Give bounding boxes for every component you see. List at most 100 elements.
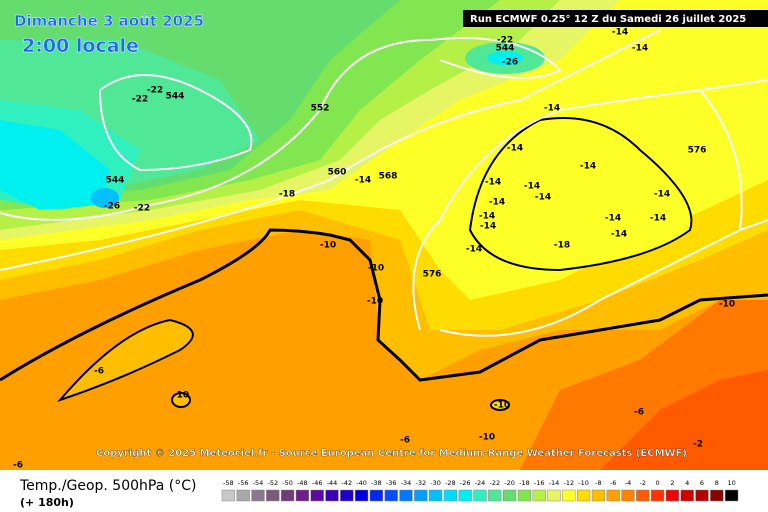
forecast-date: Dimanche 3 août 2025	[14, 12, 204, 30]
map-label: 544	[496, 44, 515, 54]
map-label: -14	[524, 182, 540, 192]
isohypse	[0, 37, 562, 221]
scale-label: -52	[267, 479, 278, 487]
scale-swatch	[665, 489, 680, 502]
scale-label: -24	[475, 479, 486, 487]
map-label: -26	[502, 58, 518, 68]
scale-label: -12	[563, 479, 574, 487]
scale-swatch	[532, 489, 546, 502]
map-label: -14	[611, 230, 627, 240]
map-label: 568	[379, 172, 398, 182]
footer-title: Temp./Geop. 500hPa (°C)	[19, 478, 196, 494]
map-label: -10	[320, 241, 336, 251]
scale-swatch	[606, 489, 620, 502]
scale-swatch	[384, 489, 398, 502]
scale-label: -40	[356, 479, 367, 487]
map-label: -18	[279, 190, 295, 200]
copyright: Copyright © 2025 Meteociel.fr - Source E…	[96, 448, 687, 459]
scale-label: 2	[670, 479, 674, 487]
scale-swatch	[458, 489, 472, 502]
map-label: 544	[106, 176, 125, 186]
map-label: -10	[479, 433, 495, 443]
map-label: -14	[480, 222, 496, 232]
scale-label: -16	[534, 479, 545, 487]
scale-swatch	[221, 489, 236, 502]
scale-label: -50	[282, 479, 293, 487]
isohypse	[439, 219, 768, 337]
map-label: -14	[650, 214, 666, 224]
run-info: Run ECMWF 0.25° 12 Z du Samedi 26 juille…	[470, 14, 746, 25]
scale-label: -54	[253, 479, 264, 487]
map-label: -14	[485, 178, 501, 188]
scale-label: -6	[610, 479, 616, 487]
map-label: -14	[535, 193, 551, 203]
scale-label: -26	[460, 479, 471, 487]
scale-swatch	[562, 489, 576, 502]
map-label: 560	[328, 168, 347, 178]
scale-swatch	[354, 489, 369, 502]
scale-swatch	[710, 489, 724, 502]
scale-swatch	[280, 489, 295, 502]
scale-label: -42	[341, 479, 352, 487]
scale-label: -56	[238, 479, 249, 487]
map-label: -14	[632, 44, 648, 54]
scale-swatch	[428, 489, 443, 502]
scale-swatch	[517, 489, 532, 502]
scale-label: -34	[401, 479, 412, 487]
isotherm-10-island	[171, 392, 191, 408]
scale-swatch	[621, 489, 635, 502]
map-label: 576	[423, 270, 442, 280]
map-label: 552	[311, 104, 330, 114]
map-label: -22	[147, 86, 163, 96]
map-label: 544	[166, 92, 185, 102]
scale-label: -48	[297, 479, 308, 487]
scale-label: 6	[700, 479, 704, 487]
scale-swatch	[695, 489, 709, 502]
scale-label: -20	[504, 479, 515, 487]
scale-label: -36	[386, 479, 397, 487]
scale-label: -2	[640, 479, 646, 487]
isohypse	[699, 89, 743, 231]
scale-swatch	[325, 489, 339, 502]
scale-swatch	[414, 489, 428, 502]
forecast-time: 2:00 locale	[22, 35, 139, 57]
map-label: -14	[605, 214, 621, 224]
map-label: -14	[355, 176, 371, 186]
scale-swatch	[547, 489, 561, 502]
map-label: -14	[612, 28, 628, 38]
map-label: -14	[479, 212, 495, 222]
zone-cyan2	[0, 120, 110, 210]
scale-swatch	[636, 489, 650, 502]
map-label: -22	[497, 36, 513, 46]
scale-swatch	[502, 489, 517, 502]
map-label: -14	[507, 144, 523, 154]
map-label: -14	[580, 162, 596, 172]
footer-lead: (+ 180h)	[20, 496, 74, 509]
zone-cold	[91, 188, 119, 208]
isohypse	[0, 29, 661, 271]
scale-swatch	[724, 489, 739, 502]
scale-label: -4	[625, 479, 631, 487]
color-scale: -58 -56 -54 -52 -50 -48 -46 -44 -42 -40 -38 -36 -34-…	[221, 479, 739, 502]
map-label: -10	[719, 300, 735, 310]
map-label: -22	[134, 204, 150, 214]
scale-label: 0	[656, 479, 660, 487]
scale-swatch	[369, 489, 384, 502]
map-label: -14	[544, 104, 560, 114]
scale-swatch	[488, 489, 502, 502]
scale-swatch	[680, 489, 694, 502]
scale-label: -32	[415, 479, 426, 487]
map-label: -6	[94, 367, 104, 377]
scale-label: -28	[445, 479, 456, 487]
run-box	[463, 10, 768, 27]
zone-cold-north2	[487, 51, 523, 65]
scale-label: -10	[578, 479, 589, 487]
scale-label: -18	[519, 479, 530, 487]
map-label: -6	[400, 436, 410, 446]
scale-label: -46	[312, 479, 323, 487]
map-label: -2	[693, 440, 703, 450]
map-label: -26	[104, 202, 120, 212]
contour-14	[468, 117, 693, 272]
map-label: -14	[466, 245, 482, 255]
